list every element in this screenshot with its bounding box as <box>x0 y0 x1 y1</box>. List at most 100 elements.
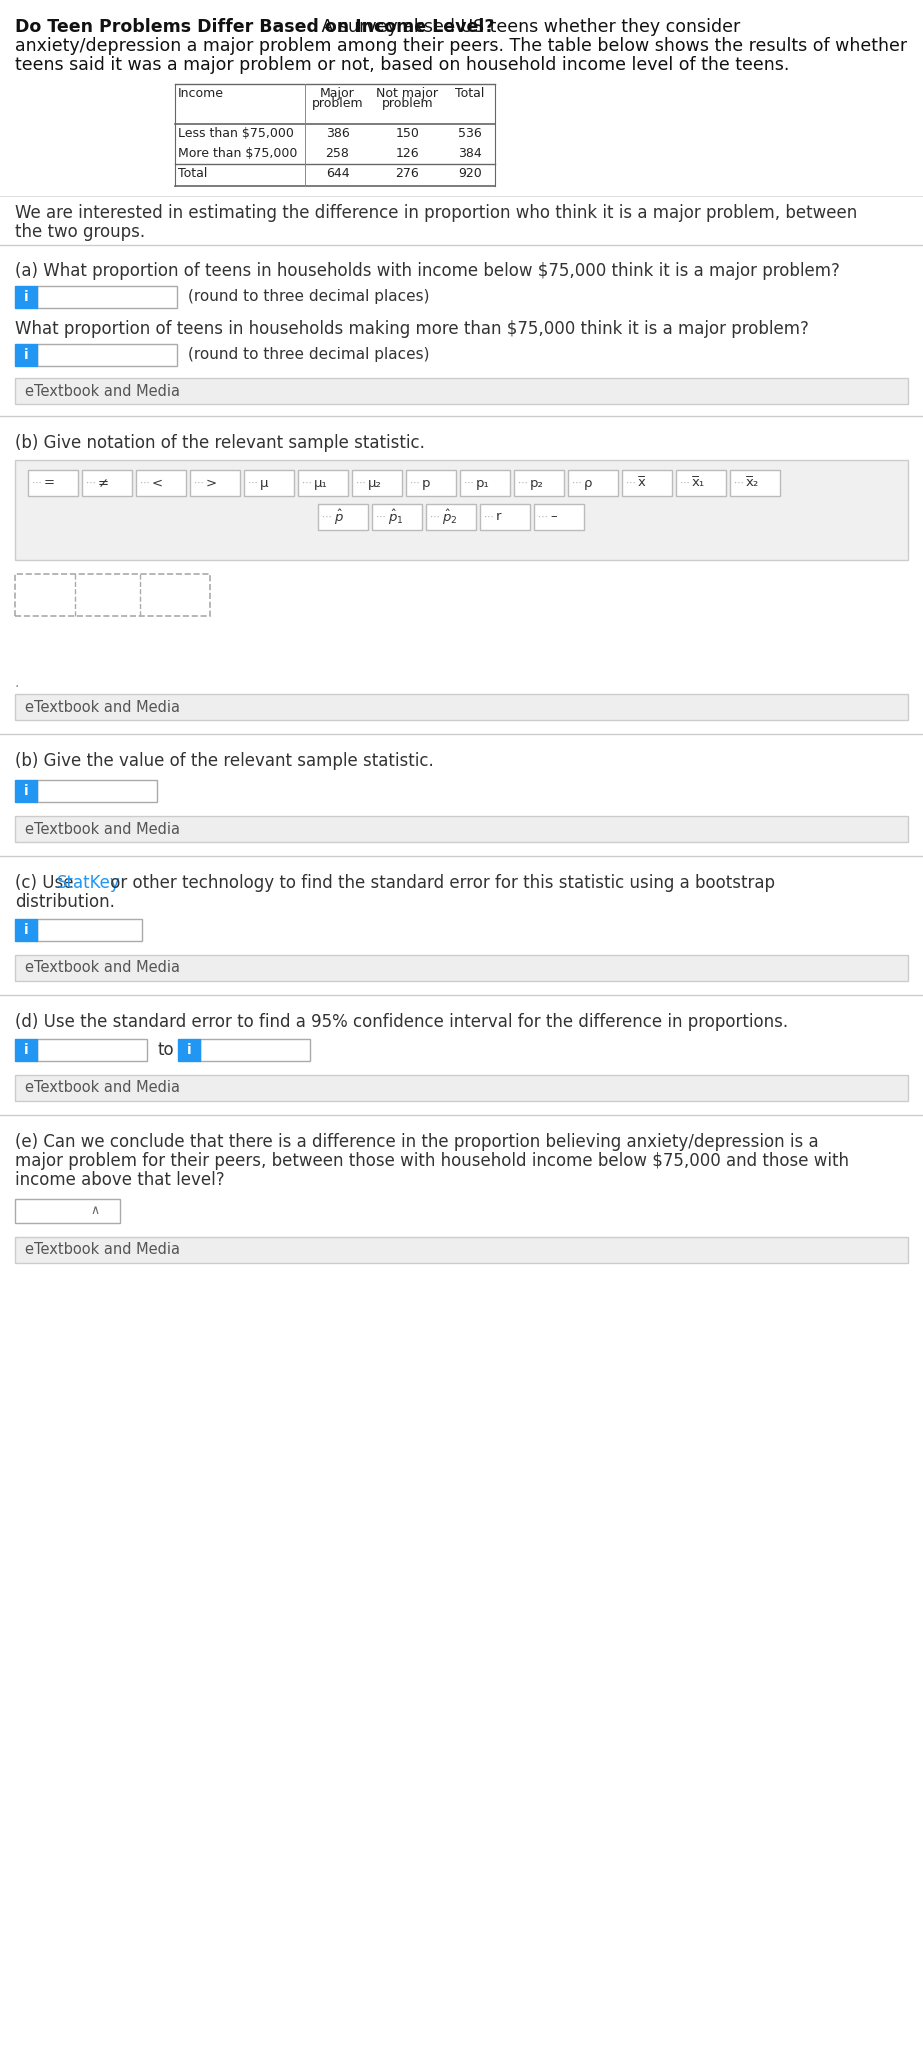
Text: (c) Use: (c) Use <box>15 874 78 892</box>
FancyBboxPatch shape <box>15 956 908 981</box>
Text: ≠: ≠ <box>98 477 109 489</box>
Text: μ₂: μ₂ <box>368 477 382 489</box>
Text: anxiety/depression a major problem among their peers. The table below shows the : anxiety/depression a major problem among… <box>15 37 907 55</box>
Text: ⋯: ⋯ <box>86 479 96 487</box>
FancyBboxPatch shape <box>15 780 37 802</box>
Text: Do Teen Problems Differ Based on Income Level?: Do Teen Problems Differ Based on Income … <box>15 18 495 37</box>
FancyBboxPatch shape <box>15 573 210 616</box>
Text: problem: problem <box>312 96 364 111</box>
Text: i: i <box>24 291 29 305</box>
FancyBboxPatch shape <box>15 344 37 366</box>
Text: Income: Income <box>178 88 224 100</box>
Text: major problem for their peers, between those with household income below $75,000: major problem for their peers, between t… <box>15 1152 849 1171</box>
FancyBboxPatch shape <box>676 471 726 495</box>
Text: (round to three decimal places): (round to three decimal places) <box>188 348 429 362</box>
Text: x̅: x̅ <box>638 477 646 489</box>
Text: StatKey: StatKey <box>57 874 121 892</box>
Text: What proportion of teens in households making more than $75,000 think it is a ma: What proportion of teens in households m… <box>15 319 809 338</box>
Text: r: r <box>496 510 501 524</box>
Text: ⋯: ⋯ <box>302 479 312 487</box>
Text: ⋯: ⋯ <box>32 479 42 487</box>
Text: (b) Give the value of the relevant sample statistic.: (b) Give the value of the relevant sampl… <box>15 751 434 770</box>
Text: ⋯: ⋯ <box>572 479 581 487</box>
FancyBboxPatch shape <box>480 504 530 530</box>
Text: 384: 384 <box>458 147 482 160</box>
FancyBboxPatch shape <box>15 817 908 841</box>
Text: eTextbook and Media: eTextbook and Media <box>25 383 180 399</box>
Text: eTextbook and Media: eTextbook and Media <box>25 1243 180 1257</box>
Text: We are interested in estimating the difference in proportion who think it is a m: We are interested in estimating the diff… <box>15 205 857 221</box>
Text: 644: 644 <box>326 168 349 180</box>
Text: ∧: ∧ <box>90 1204 99 1218</box>
Text: .: . <box>15 676 19 690</box>
Text: μ₁: μ₁ <box>314 477 328 489</box>
Text: i: i <box>24 784 29 798</box>
Text: ⋯: ⋯ <box>518 479 528 487</box>
FancyBboxPatch shape <box>190 471 240 495</box>
Text: (round to three decimal places): (round to three decimal places) <box>188 289 429 305</box>
Text: Total: Total <box>178 168 208 180</box>
FancyBboxPatch shape <box>15 287 37 307</box>
Text: i: i <box>24 348 29 362</box>
Text: ⋯: ⋯ <box>484 512 494 522</box>
FancyBboxPatch shape <box>82 471 132 495</box>
Text: ⋯: ⋯ <box>376 512 386 522</box>
FancyBboxPatch shape <box>406 471 456 495</box>
Text: ⋯: ⋯ <box>356 479 366 487</box>
Text: 150: 150 <box>396 127 419 139</box>
Text: (b) Give notation of the relevant sample statistic.: (b) Give notation of the relevant sample… <box>15 434 425 452</box>
Text: x̅₁: x̅₁ <box>692 477 705 489</box>
FancyBboxPatch shape <box>15 919 37 942</box>
Text: i: i <box>24 923 29 938</box>
Text: ⋯: ⋯ <box>194 479 204 487</box>
Text: $\hat{p}$: $\hat{p}$ <box>334 508 344 526</box>
FancyBboxPatch shape <box>15 1200 120 1222</box>
FancyBboxPatch shape <box>15 379 908 403</box>
Text: 386: 386 <box>326 127 350 139</box>
Text: Total: Total <box>455 88 485 100</box>
Text: to: to <box>158 1042 174 1058</box>
Text: Less than $75,000: Less than $75,000 <box>178 127 294 139</box>
Text: 258: 258 <box>326 147 350 160</box>
Text: 126: 126 <box>396 147 419 160</box>
Text: ⋯: ⋯ <box>464 479 473 487</box>
Text: i: i <box>24 1044 29 1056</box>
FancyBboxPatch shape <box>244 471 294 495</box>
Text: ⋯: ⋯ <box>626 479 636 487</box>
Text: problem: problem <box>382 96 433 111</box>
Text: μ: μ <box>260 477 269 489</box>
Text: x̅₂: x̅₂ <box>746 477 760 489</box>
Text: distribution.: distribution. <box>15 892 114 911</box>
Text: eTextbook and Media: eTextbook and Media <box>25 821 180 837</box>
FancyBboxPatch shape <box>37 780 157 802</box>
Text: i: i <box>186 1044 191 1056</box>
FancyBboxPatch shape <box>37 919 142 942</box>
FancyBboxPatch shape <box>37 287 177 307</box>
FancyBboxPatch shape <box>28 471 78 495</box>
FancyBboxPatch shape <box>15 1236 908 1263</box>
Text: ⋯: ⋯ <box>322 512 331 522</box>
Text: A survey aksed US teens whether they consider: A survey aksed US teens whether they con… <box>317 18 740 37</box>
Text: Not major: Not major <box>377 88 438 100</box>
Text: ⋯: ⋯ <box>734 479 744 487</box>
Text: –: – <box>550 510 557 524</box>
FancyBboxPatch shape <box>318 504 368 530</box>
Text: $\hat{p}_2$: $\hat{p}_2$ <box>442 508 458 526</box>
Text: ⋯: ⋯ <box>140 479 150 487</box>
Text: (d) Use the standard error to find a 95% confidence interval for the difference : (d) Use the standard error to find a 95%… <box>15 1013 788 1032</box>
Text: Major: Major <box>320 88 354 100</box>
FancyBboxPatch shape <box>568 471 618 495</box>
Text: ⋯: ⋯ <box>410 479 420 487</box>
Text: teens said it was a major problem or not, based on household income level of the: teens said it was a major problem or not… <box>15 55 789 74</box>
FancyBboxPatch shape <box>15 461 908 561</box>
Text: ⋯: ⋯ <box>248 479 258 487</box>
Text: $\hat{p}_1$: $\hat{p}_1$ <box>388 508 403 526</box>
FancyBboxPatch shape <box>15 1075 908 1101</box>
FancyBboxPatch shape <box>136 471 186 495</box>
Text: ⋯: ⋯ <box>538 512 547 522</box>
Text: 920: 920 <box>458 168 482 180</box>
Text: <: < <box>152 477 163 489</box>
Text: 536: 536 <box>458 127 482 139</box>
FancyBboxPatch shape <box>37 1040 147 1060</box>
FancyBboxPatch shape <box>514 471 564 495</box>
